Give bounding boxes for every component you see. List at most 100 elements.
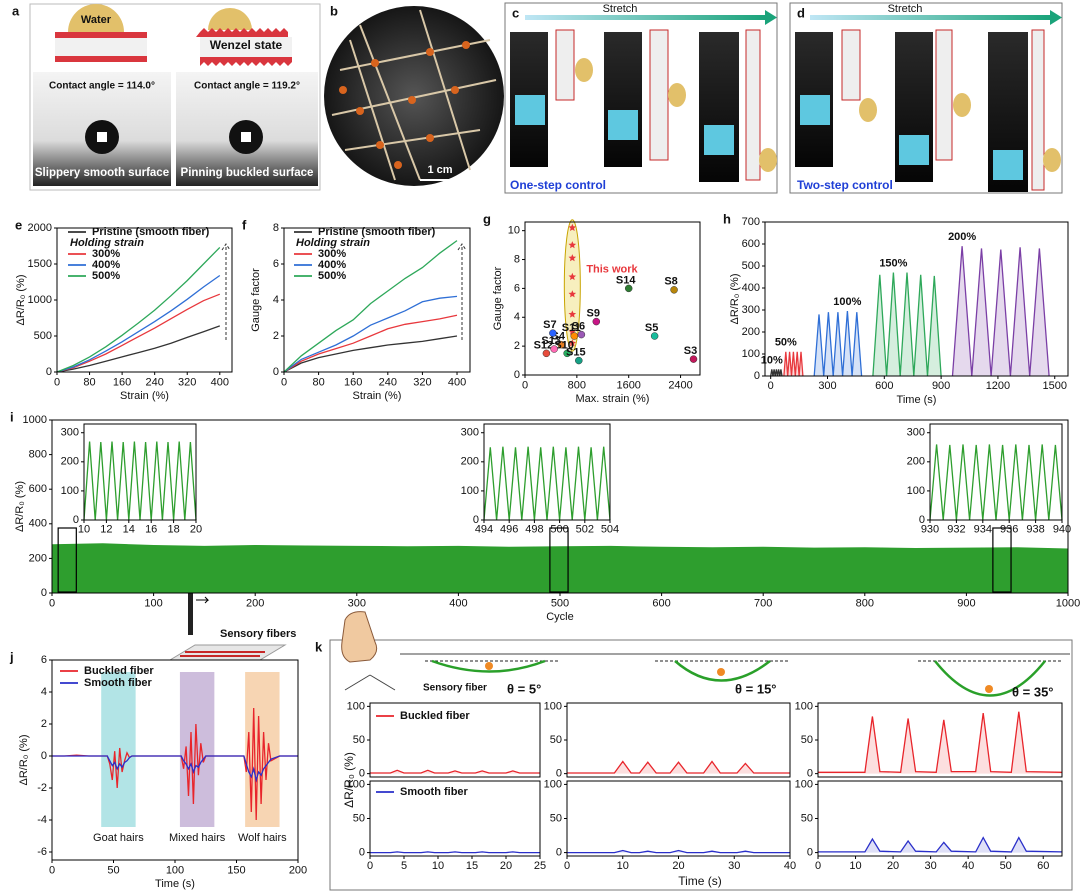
y-axis-label: Gauge factor — [492, 266, 504, 330]
y-axis-label: ΔR/R₀ (%) — [342, 752, 356, 808]
j-inset-schematic — [168, 580, 287, 661]
point — [568, 272, 577, 281]
y-tick-label: 100 — [61, 485, 79, 497]
x-tick-label: 80 — [83, 376, 95, 388]
x-tick-label: 1500 — [1043, 380, 1067, 392]
x-tick-label: 500 — [551, 597, 569, 609]
panel-c: c Stretch One-step control — [504, 2, 778, 194]
x-tick-label: 40 — [962, 860, 974, 872]
y-tick-label: 300 — [461, 427, 479, 439]
panel-d: d Stretch Two-step control — [789, 2, 1063, 194]
point — [650, 332, 659, 340]
x-tick-label: 20 — [190, 523, 202, 535]
fiber-curve — [934, 660, 1046, 697]
plot-area — [567, 781, 790, 856]
panel-b: b 1 cm — [324, 3, 504, 186]
stretch-arrow — [810, 15, 1050, 20]
point-label: S9 — [587, 308, 600, 320]
x-tick-label: 50 — [107, 864, 119, 876]
fiber-schematic — [745, 29, 761, 181]
x-tick-label: 300 — [818, 380, 836, 392]
legend-label: Buckled fiber — [84, 665, 154, 677]
y-axis-label: Gauge factor — [250, 268, 262, 332]
data-line — [818, 836, 1063, 853]
x-axis-label: Strain (%) — [120, 390, 169, 402]
particle — [426, 48, 434, 56]
x-tick-label: 10 — [78, 523, 90, 535]
x-axis-label: Time (s) — [678, 874, 722, 888]
wenzel-label: Wenzel state — [210, 38, 283, 52]
fiber-schematic — [841, 29, 861, 101]
x-tick-label: 200 — [246, 597, 264, 609]
droplet — [1043, 148, 1061, 172]
y-tick-label: 100 — [347, 778, 365, 790]
point — [557, 340, 566, 349]
stretch-arrow — [525, 15, 765, 20]
data-line — [370, 851, 540, 854]
data-line — [51, 543, 1069, 550]
legend-title: Holding strain — [296, 237, 370, 249]
legend-label: 500% — [318, 270, 346, 282]
x-tick-label: 200 — [289, 864, 307, 876]
plot-frame — [524, 221, 701, 376]
area-fill — [818, 711, 1062, 774]
y-tick-label: 8 — [514, 253, 520, 265]
x-tick-label: 800 — [856, 597, 874, 609]
x-tick-label: 900 — [957, 597, 975, 609]
series-label: 150% — [879, 258, 907, 270]
layer — [55, 32, 147, 38]
clip — [899, 135, 929, 165]
contact-angle: Contact angle = 119.2° — [194, 81, 300, 92]
droplet — [575, 58, 593, 82]
point — [570, 332, 579, 340]
data-line — [770, 369, 783, 377]
fiber-label: Sensory fiber — [423, 683, 487, 694]
clip — [993, 150, 1023, 180]
y-tick-label: 500 — [34, 330, 52, 342]
particle — [339, 86, 347, 94]
y-tick-label: 1500 — [28, 258, 52, 270]
legend-title: Holding strain — [70, 237, 144, 249]
y-tick-label: 0 — [359, 846, 365, 858]
x-tick-label: 16 — [145, 523, 157, 535]
area-fill — [872, 272, 942, 376]
highlight — [563, 219, 581, 352]
fiber — [349, 39, 396, 181]
panel-label: a — [12, 3, 20, 18]
x-tick-label: 20 — [500, 860, 512, 872]
x-tick-label: 900 — [932, 380, 950, 392]
point — [670, 286, 678, 294]
legend-label: Smooth fiber — [84, 677, 153, 689]
particle — [485, 662, 493, 670]
inset-marker — [57, 527, 77, 593]
x-tick-label: 25 — [534, 860, 546, 872]
y-tick-label: 700 — [742, 216, 760, 228]
legend-label: 300% — [318, 248, 346, 260]
area-fill — [818, 837, 1062, 853]
plot-area — [284, 228, 470, 372]
legend-label: Pristine (smooth fiber) — [92, 226, 210, 238]
y-tick-label: 200 — [29, 552, 47, 564]
data-line — [56, 274, 221, 373]
y-tick-label: 0 — [41, 750, 47, 762]
plot-area — [370, 703, 540, 777]
particle — [376, 141, 384, 149]
y-tick-label: 100 — [907, 485, 925, 497]
y-tick-label: 4 — [41, 686, 47, 698]
point-label: S14 — [616, 274, 636, 286]
plot-area — [370, 781, 540, 856]
y-tick-label: 0 — [807, 768, 813, 780]
point — [568, 310, 577, 318]
data-line — [370, 769, 540, 774]
point-label: S13 — [541, 335, 561, 347]
clip — [800, 95, 830, 125]
x-tick-label: 5 — [401, 860, 407, 872]
point — [568, 254, 577, 262]
y-tick-label: 50 — [801, 734, 813, 746]
x-tick-label: 30 — [728, 860, 740, 872]
data-line — [818, 711, 1063, 773]
x-tick-label: 930 — [921, 523, 939, 535]
y-tick-label: 0 — [556, 768, 562, 780]
x-tick-label: 700 — [754, 597, 772, 609]
y-tick-label: 2 — [273, 330, 279, 342]
